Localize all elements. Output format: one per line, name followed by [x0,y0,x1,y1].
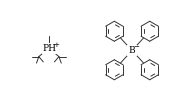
Text: +: + [53,42,59,48]
Text: −: − [133,44,139,50]
Text: PH: PH [43,44,57,53]
Text: B: B [129,46,135,55]
